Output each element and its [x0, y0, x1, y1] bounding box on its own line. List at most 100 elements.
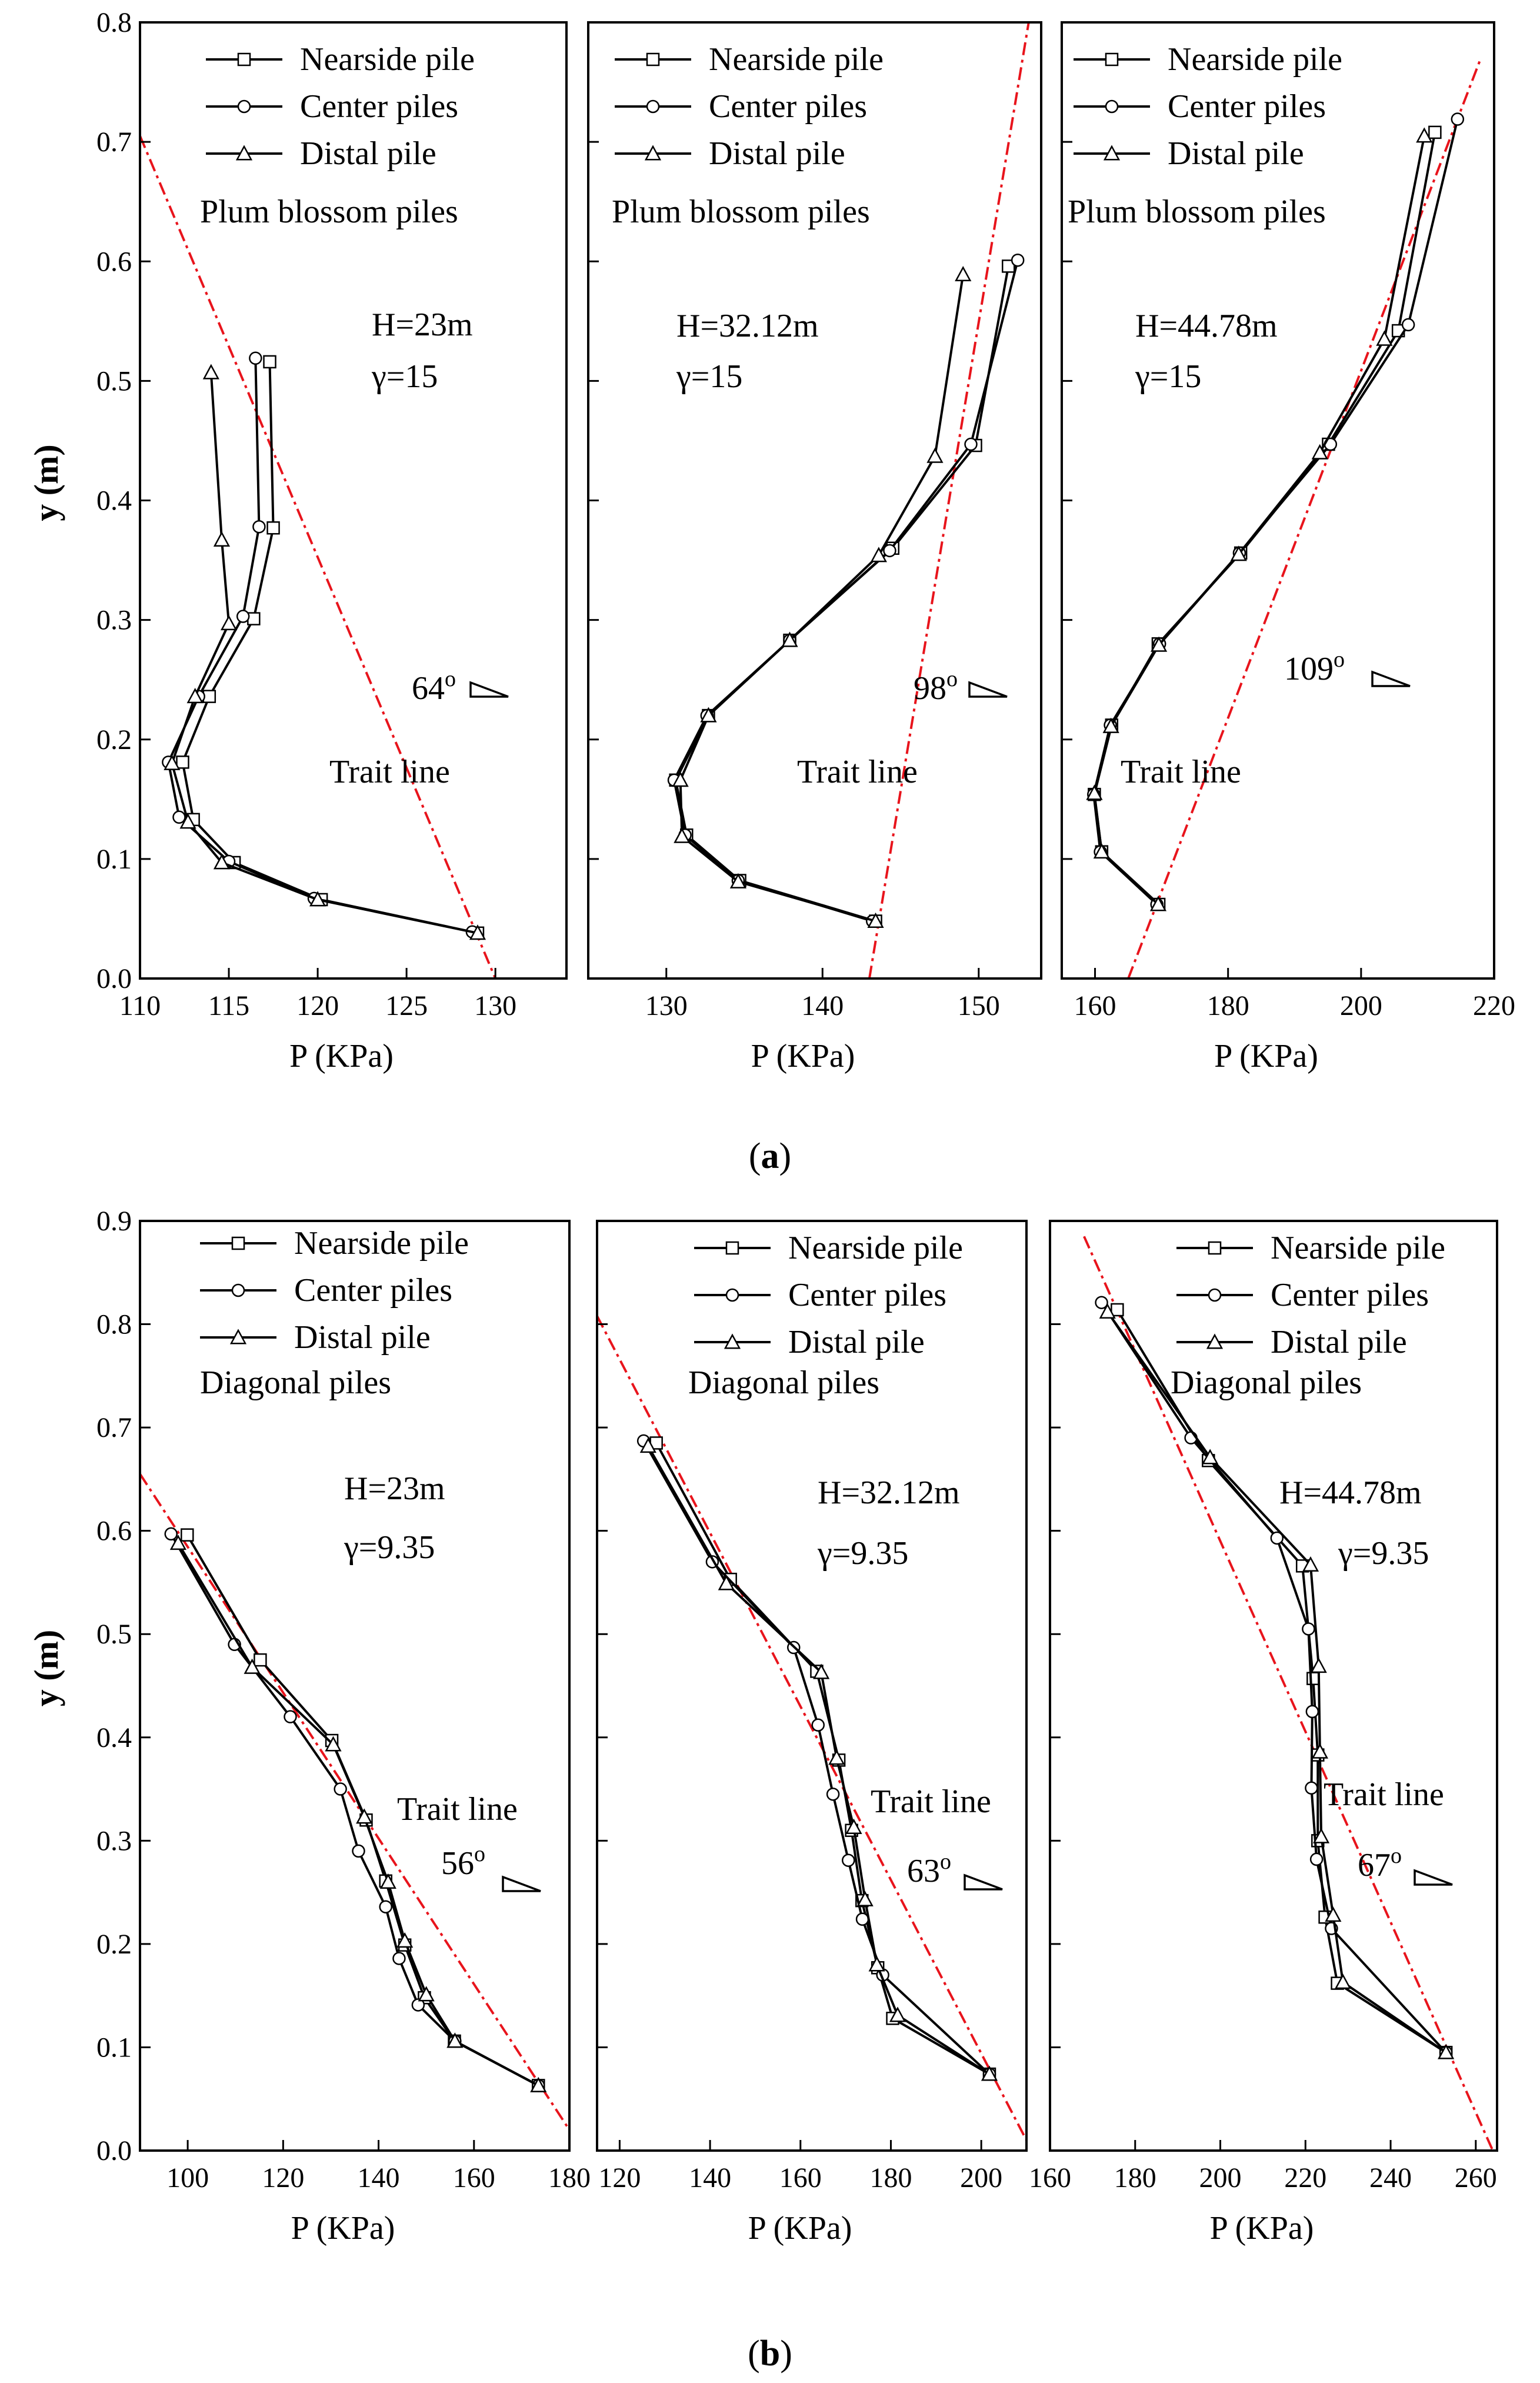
y-tick-label: 0.8 [96, 1309, 132, 1340]
angle-label: 63o [907, 1849, 951, 1889]
legend-label: Center piles [788, 1277, 946, 1313]
y-tick-label: 0.3 [96, 605, 132, 636]
legend-label: Nearside pile [294, 1225, 469, 1262]
data-point-triangle [418, 1986, 435, 2002]
data-point-triangle [729, 873, 746, 888]
legend-marker [237, 99, 251, 114]
data-point-square [263, 355, 276, 369]
x-axis-label: P (KPa) [1214, 1038, 1318, 1074]
data-point-circle [252, 520, 266, 534]
angle-triangle [1371, 670, 1411, 687]
angle-label: 98o [914, 667, 958, 707]
data-point-square [254, 1653, 267, 1667]
data-point-circle [164, 1527, 178, 1541]
legend-marker [1105, 52, 1119, 66]
legend-marker [646, 52, 660, 66]
data-point-triangle [1311, 1743, 1328, 1759]
legend-label: Nearside pile [709, 41, 884, 78]
data-point-triangle [1102, 717, 1119, 733]
y-tick-label: 0.4 [96, 485, 132, 517]
data-point-triangle [179, 813, 196, 829]
y-tick-label: 0.4 [96, 1722, 132, 1753]
data-point-triangle [1376, 330, 1393, 346]
x-tick-label: 130 [474, 990, 516, 1021]
trait-line-label: Trait line [1324, 1776, 1444, 1813]
data-point-triangle [639, 1437, 656, 1453]
trait-line-label: Trait line [871, 1783, 991, 1820]
data-point-triangle [1334, 1973, 1352, 1989]
data-point-circle [1451, 112, 1465, 126]
data-point-triangle [889, 2006, 906, 2022]
x-tick-label: 260 [1455, 2162, 1497, 2194]
chart-panel-a2: 130 140 150 P (KPa) Nearside pile Center pile… [587, 21, 1042, 1074]
x-tick-label: 140 [358, 2162, 400, 2194]
legend-label: Nearside pile [1168, 41, 1342, 78]
caption-a: (a) [749, 1136, 791, 1176]
chart-panel-a1: 110 115 120 125 130 0.0 0.1 0.2 0.3 0.4 0.5 0.6 0.7 0… [27, 7, 568, 1074]
legend-label: Distal pile [709, 135, 845, 172]
caption-b-letter: b [760, 2334, 780, 2374]
height-label: H=44.78m [1279, 1475, 1422, 1511]
series-circle [667, 253, 1025, 928]
data-point-circle [236, 610, 250, 623]
trait-line-label: Trait line [797, 754, 918, 790]
legend: Nearside pile Center piles Distal pile [1176, 1230, 1445, 1360]
chart-panel-a3: 160 180 200 220 P (KPa) Nearside pile Center p… [1061, 21, 1515, 1074]
legend-label: Distal pile [1168, 135, 1304, 172]
legend-label: Distal pile [300, 135, 436, 172]
data-point-triangle [1310, 1658, 1327, 1673]
series-triangle [169, 1535, 547, 2092]
panel-title: Diagonal piles [200, 1364, 391, 1401]
x-tick-label: 140 [689, 2162, 731, 2194]
series-circle [1095, 1296, 1453, 2059]
caption-b: (b) [748, 2334, 792, 2374]
x-axis-label: P (KPa) [289, 1038, 394, 1074]
data-point-triangle [325, 1736, 342, 1752]
legend-marker [725, 1288, 739, 1302]
data-point-circle [1270, 1531, 1284, 1545]
x-tick-label: 200 [960, 2162, 1002, 2194]
series-line [1100, 1302, 1447, 2053]
trait-line-label: Trait line [329, 754, 450, 790]
series-line [1106, 1311, 1447, 2053]
data-point-triangle [1311, 444, 1328, 460]
data-point-circle [284, 1710, 297, 1723]
x-tick-label: 160 [1074, 990, 1116, 1021]
data-point-circle [352, 1844, 365, 1858]
data-point-triangle [164, 754, 181, 770]
x-tick-label: 120 [296, 990, 339, 1021]
x-axis-label: P (KPa) [291, 2210, 395, 2246]
y-tick-label: 0.3 [96, 1825, 132, 1856]
data-point-square [1306, 1672, 1320, 1685]
legend: Nearside pile Center piles Distal pile [1074, 41, 1342, 172]
data-point-triangle [356, 1808, 373, 1824]
gamma-label: γ=15 [676, 358, 742, 395]
data-point-square [176, 755, 189, 769]
series-line [169, 1533, 539, 2087]
legend: Nearside pile Center piles Distal pile [615, 41, 884, 172]
x-tick-label: 100 [166, 2162, 209, 2194]
angle-triangle [964, 1873, 1003, 1891]
y-tick-label: 0.2 [96, 724, 132, 755]
data-point-circle [1302, 1622, 1315, 1636]
x-tick-label: 130 [645, 990, 688, 1021]
legend-marker [724, 1333, 741, 1349]
data-point-circle [334, 1782, 347, 1796]
x-tick-label: 160 [453, 2162, 495, 2194]
height-label: H=23m [372, 307, 473, 343]
legend: Nearside pile Center piles Distal pile [200, 1225, 469, 1356]
panel-title: Plum blossom piles [612, 194, 870, 230]
data-point-circle [1401, 318, 1415, 332]
legend-marker [231, 1283, 245, 1297]
trait-line [1127, 58, 1482, 979]
legend-label: Distal pile [294, 1319, 431, 1356]
data-point-triangle [781, 631, 798, 647]
legend-marker [237, 52, 251, 66]
data-point-square [1428, 125, 1442, 139]
y-tick-label: 0.5 [96, 365, 132, 397]
series-triangle [1086, 127, 1433, 911]
data-point-square [1111, 1303, 1124, 1317]
panel-title: Plum blossom piles [1068, 194, 1326, 230]
legend-marker [1105, 99, 1119, 114]
data-point-triangle [981, 2065, 998, 2081]
